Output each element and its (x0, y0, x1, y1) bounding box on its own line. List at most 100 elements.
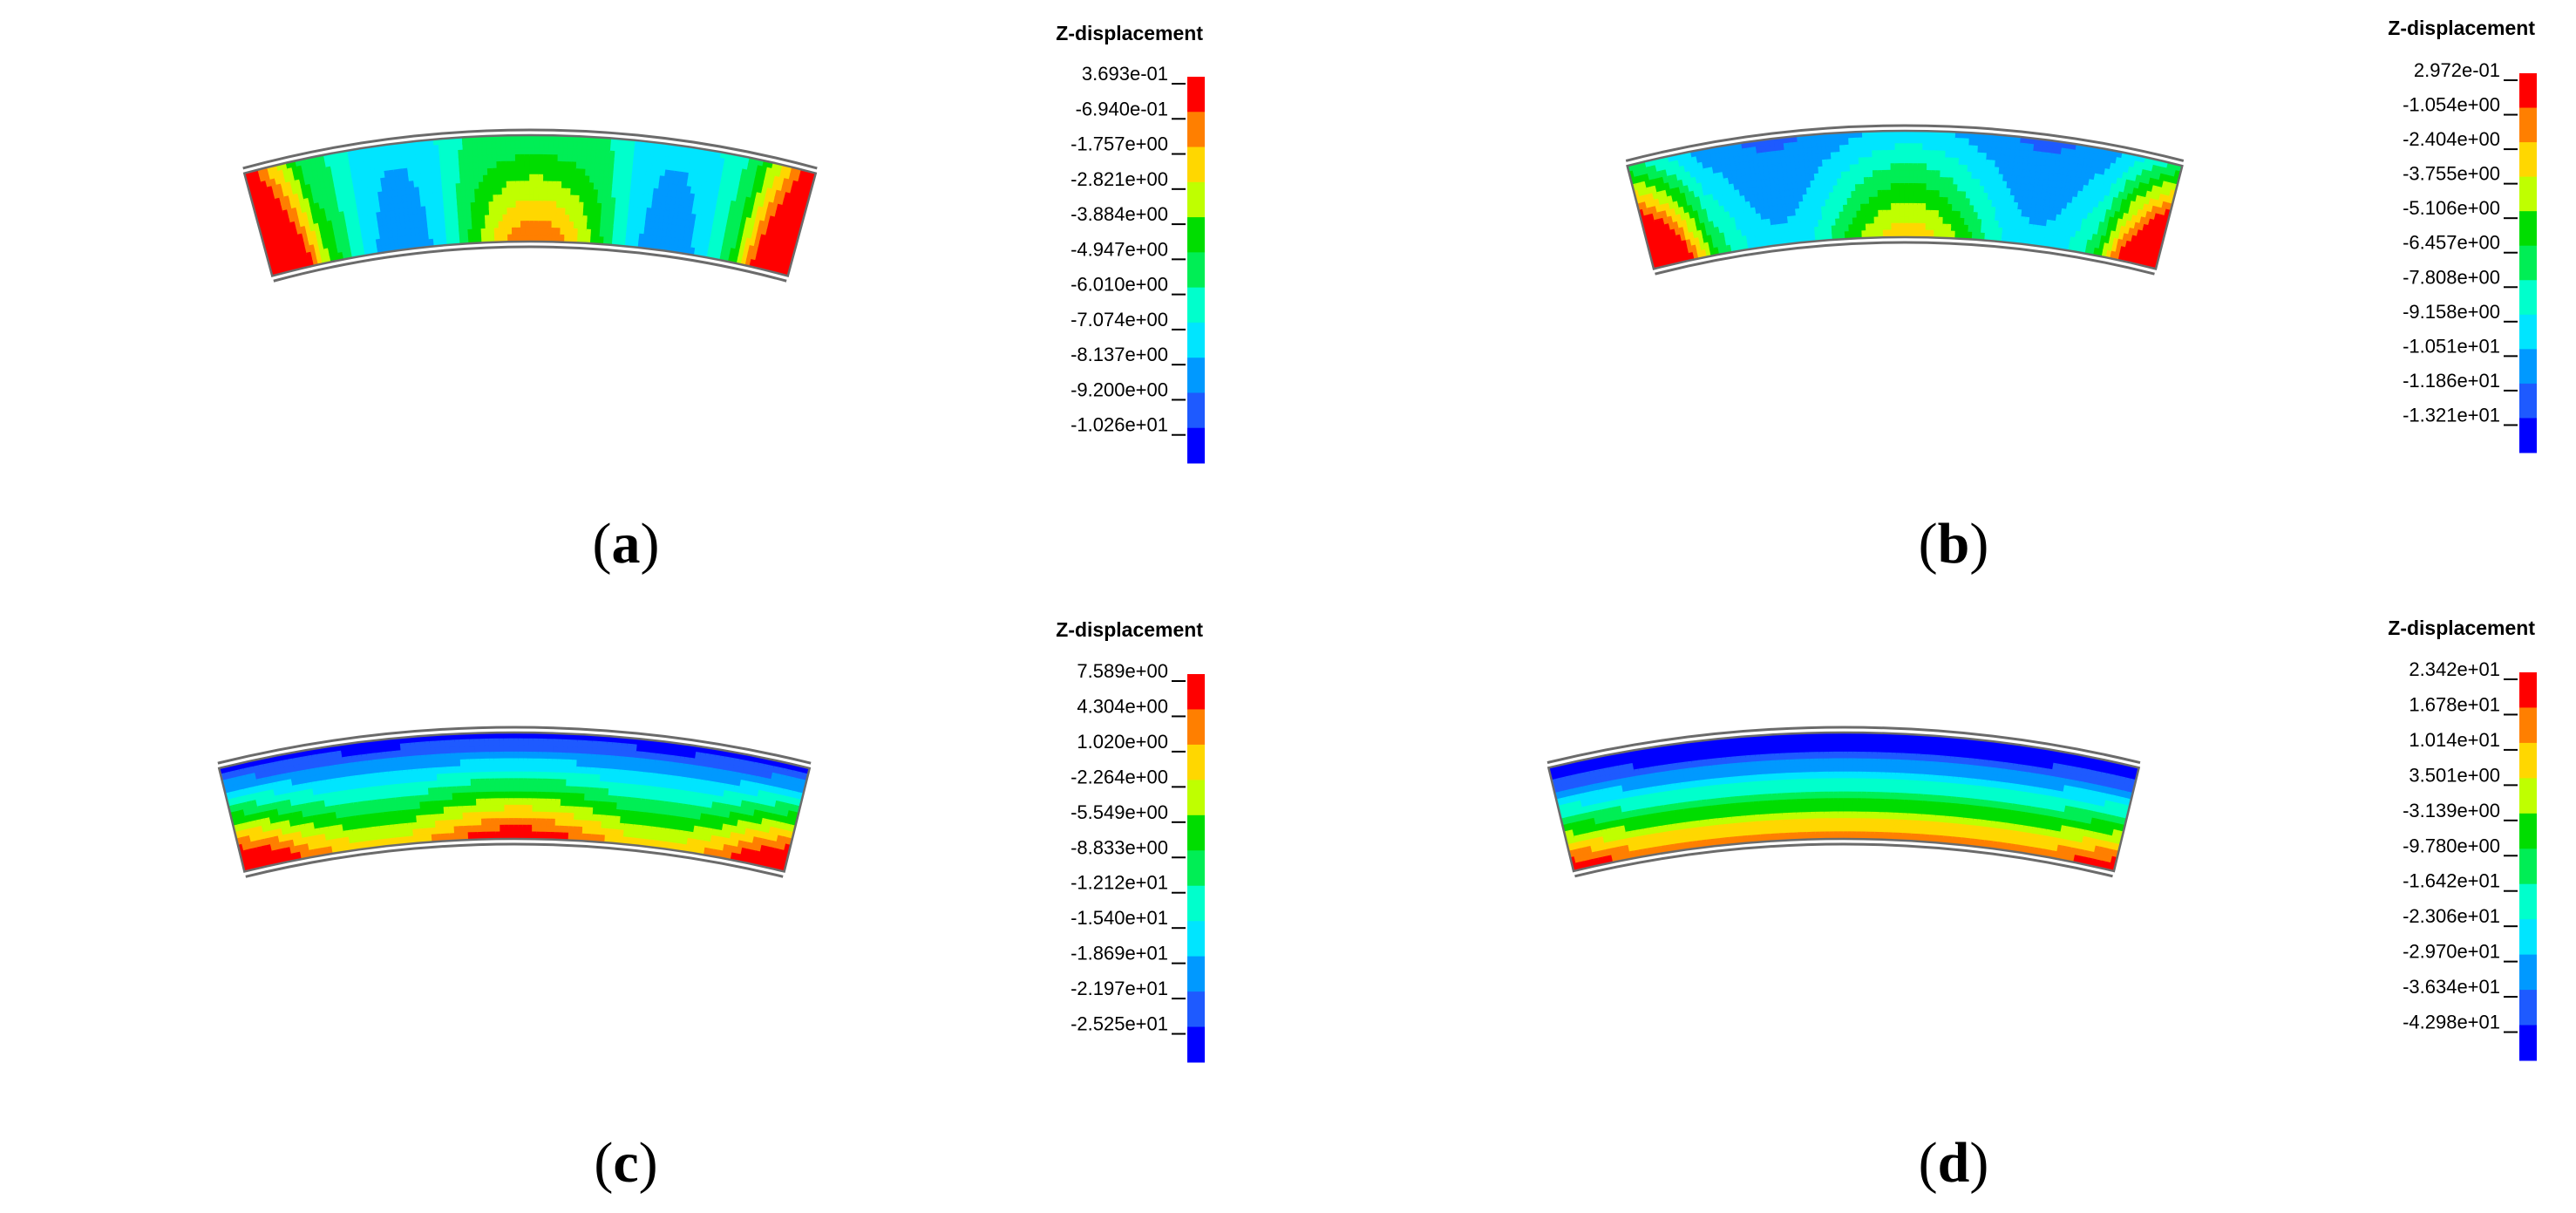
colorbar-segment (1187, 358, 1205, 393)
panel-a: Z-displacement 3.693e-01 -6.940e-01 -1.757e… (242, 22, 1205, 576)
colorbar-segment (2519, 1025, 2537, 1061)
legend-c: Z-displacement 7.589e+00 4.304e+00 1.020e+0… (1056, 618, 1205, 1063)
panel-c: Z-displacement 7.589e+00 4.304e+00 1.020e+0… (217, 618, 1205, 1195)
colorbar-segment (2519, 990, 2537, 1026)
colorbar-segment (2519, 349, 2537, 385)
contour-cells-c (219, 733, 810, 872)
legend-tick-label: -9.158e+00 (2403, 301, 2500, 323)
shell-contour-b (1625, 124, 2185, 276)
shell-contour-c (217, 726, 812, 878)
legend-tick-label: -8.137e+00 (1071, 344, 1168, 365)
panel-label-d: (d) (1919, 1131, 1989, 1195)
colorbar-segment (1187, 392, 1205, 429)
colorbar-segment (1187, 147, 1205, 183)
panel-d: Z-displacement 2.342e+01 1.678e+01 1.014e+0… (1546, 617, 2537, 1195)
legend-colorbar (2519, 672, 2537, 1061)
legend-colorbar (1187, 674, 1205, 1063)
colorbar-segment (2519, 383, 2537, 419)
legend-tick-label: -6.940e-01 (1076, 98, 1168, 119)
legend-colorbar (1187, 77, 1205, 464)
shell-inner-edge (273, 245, 787, 283)
legend-tick-label: -2.197e+01 (1071, 978, 1168, 999)
legend-title: Z-displacement (2388, 617, 2535, 639)
colorbar-segment (1187, 850, 1205, 887)
contour-cells-b (1627, 131, 2183, 269)
colorbar-segment (2519, 672, 2537, 708)
shell-outer-edge (1546, 726, 2141, 765)
colorbar-segment (1187, 956, 1205, 992)
shell-inner-edge (245, 842, 784, 878)
legend-tick-label: -1.642e+01 (2403, 870, 2500, 892)
shell-outline (1626, 129, 2184, 270)
legend-tick-label: 2.342e+01 (2409, 658, 2500, 680)
panels-root: Z-displacement 3.693e-01 -6.940e-01 -1.757e… (217, 17, 2537, 1195)
legend-tick-label: -1.054e+00 (2403, 94, 2500, 116)
colorbar-segment (1187, 992, 1205, 1028)
colorbar-segment (1187, 674, 1205, 710)
legend-tick-label: -7.808e+00 (2403, 266, 2500, 288)
legend-tick-label: -2.525e+01 (1071, 1013, 1168, 1035)
legend-tick-label: 1.014e+01 (2409, 729, 2500, 751)
panel-label-c: (c) (594, 1131, 657, 1195)
legend-title: Z-displacement (1056, 618, 1203, 641)
colorbar-segment (2519, 245, 2537, 281)
colorbar-segment (1187, 921, 1205, 957)
legend-tick-label: -2.821e+00 (1071, 168, 1168, 190)
legend-tick-label: -1.540e+01 (1071, 907, 1168, 929)
colorbar-segment (1187, 77, 1205, 112)
panel-label-b: (b) (1919, 512, 1989, 576)
colorbar-segment (2519, 314, 2537, 350)
legend-tick-label: 2.972e-01 (2414, 59, 2500, 81)
shell-contour-d (1546, 726, 2141, 878)
colorbar-segment (2519, 107, 2537, 143)
legend-tick-label: -1.757e+00 (1071, 133, 1168, 155)
colorbar-segment (1187, 427, 1205, 464)
legend-tick-label: -5.549e+00 (1071, 801, 1168, 823)
colorbar-segment (1187, 181, 1205, 218)
colorbar-segment (2519, 280, 2537, 316)
legend-tick-label: -1.186e+01 (2403, 370, 2500, 392)
colorbar-segment (1187, 780, 1205, 816)
legend-tick-label: -3.755e+00 (2403, 163, 2500, 185)
legend-b: Z-displacement 2.972e-01 -1.054e+00 -2.404e… (2388, 17, 2537, 453)
legend-tick-label: 1.678e+01 (2409, 693, 2500, 715)
legend-tick-label: -9.780e+00 (2403, 835, 2500, 856)
legend-tick-label: -4.947e+00 (1071, 238, 1168, 260)
colorbar-segment (2519, 742, 2537, 779)
colorbar-segment (2519, 883, 2537, 920)
colorbar-segment (2519, 813, 2537, 849)
shell-outline (242, 133, 818, 277)
legend-tick-label: -2.970e+01 (2403, 941, 2500, 963)
legend-tick-label: -6.010e+00 (1071, 274, 1168, 296)
shell-outline (1546, 731, 2141, 873)
legend-tick-label: -1.321e+01 (2403, 404, 2500, 426)
legend-tick-label: -3.139e+00 (2403, 800, 2500, 821)
legend-tick-label: 4.304e+00 (1077, 695, 1168, 717)
colorbar-segment (1187, 709, 1205, 746)
legend-tick-label: -9.200e+00 (1071, 378, 1168, 400)
legend-title: Z-displacement (2388, 17, 2535, 39)
colorbar-segment (2519, 954, 2537, 991)
colorbar-segment (1187, 287, 1205, 324)
legend-tick-label: -2.306e+01 (2403, 905, 2500, 927)
legend-tick-label: 3.693e-01 (1082, 63, 1168, 85)
colorbar-segment (2519, 73, 2537, 109)
colorbar-segment (2519, 176, 2537, 212)
legend-tick-label: -8.833e+00 (1071, 836, 1168, 858)
shell-outer-edge (1625, 124, 2185, 162)
legend-tick-label: -1.026e+01 (1071, 414, 1168, 436)
legend-tick-label: 3.501e+00 (2409, 764, 2500, 786)
colorbar-segment (2519, 142, 2537, 178)
colorbar-segment (1187, 814, 1205, 851)
legend-tick-label: -2.264e+00 (1071, 766, 1168, 787)
shell-contour-a (242, 128, 818, 283)
shell-outline (217, 731, 812, 873)
legend-a: Z-displacement 3.693e-01 -6.940e-01 -1.757e… (1056, 22, 1205, 464)
shell-outer-edge (242, 128, 818, 170)
shell-inner-edge (1574, 842, 2113, 878)
legend-tick-label: 1.020e+00 (1077, 731, 1168, 753)
panel-letter: d (1938, 1131, 1970, 1195)
colorbar-segment (1187, 322, 1205, 358)
panel-letter: a (612, 512, 641, 576)
